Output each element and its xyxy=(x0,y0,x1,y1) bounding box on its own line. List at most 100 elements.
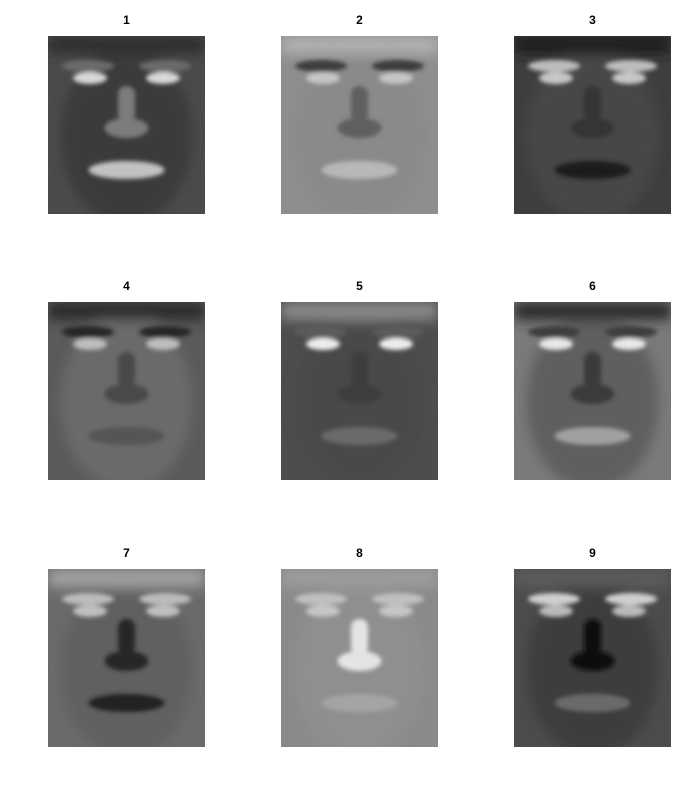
nose-bridge xyxy=(351,86,368,122)
left-eye xyxy=(306,338,340,350)
right-brow xyxy=(372,593,424,605)
panel-title-9: 9 xyxy=(589,546,596,560)
face-image-4 xyxy=(48,302,205,480)
left-brow xyxy=(528,326,580,338)
hair xyxy=(48,36,205,54)
right-brow xyxy=(139,60,191,72)
face-image-1 xyxy=(48,36,205,214)
nose-tip xyxy=(337,384,382,404)
face-image-6 xyxy=(514,302,671,480)
left-eye xyxy=(306,605,340,617)
left-brow xyxy=(528,593,580,605)
right-eye xyxy=(612,605,646,617)
left-eye xyxy=(539,605,573,617)
nose-bridge xyxy=(118,619,135,655)
mouth xyxy=(554,427,631,445)
right-eye xyxy=(612,338,646,350)
nose-tip xyxy=(337,118,382,138)
right-eye xyxy=(612,72,646,84)
left-brow xyxy=(62,60,114,72)
right-eye xyxy=(379,72,413,84)
nose-bridge xyxy=(118,86,135,122)
nose-tip xyxy=(104,384,149,404)
face-panel-6: 6 xyxy=(514,276,671,480)
face-image-8 xyxy=(281,569,438,747)
face-panel-7: 7 xyxy=(48,543,205,747)
left-eye xyxy=(73,605,107,617)
right-brow xyxy=(605,60,657,72)
face-panel-4: 4 xyxy=(48,276,205,480)
face-panel-3: 3 xyxy=(514,10,671,214)
face-image-2 xyxy=(281,36,438,214)
face-panel-2: 2 xyxy=(281,10,438,214)
face-panel-1: 1 xyxy=(48,10,205,214)
face-panel-5: 5 xyxy=(281,276,438,480)
hair xyxy=(514,302,671,320)
face-image-3 xyxy=(514,36,671,214)
mouth xyxy=(321,427,398,445)
nose-bridge xyxy=(584,86,601,122)
panel-title-2: 2 xyxy=(356,13,363,27)
nose-tip xyxy=(570,384,615,404)
face-image-5 xyxy=(281,302,438,480)
nose-tip xyxy=(570,118,615,138)
right-eye xyxy=(146,605,180,617)
mouth xyxy=(88,694,165,712)
left-eye xyxy=(73,72,107,84)
nose-bridge xyxy=(584,352,601,388)
left-eye xyxy=(73,338,107,350)
panel-title-8: 8 xyxy=(356,546,363,560)
left-brow xyxy=(295,60,347,72)
hair xyxy=(281,36,438,54)
hair xyxy=(48,569,205,587)
nose-bridge xyxy=(351,352,368,388)
left-brow xyxy=(62,326,114,338)
right-brow xyxy=(372,326,424,338)
right-brow xyxy=(605,593,657,605)
left-brow xyxy=(528,60,580,72)
right-eye xyxy=(379,605,413,617)
left-eye xyxy=(539,338,573,350)
panel-title-6: 6 xyxy=(589,279,596,293)
left-eye xyxy=(539,72,573,84)
nose-tip xyxy=(337,651,382,671)
right-brow xyxy=(139,593,191,605)
mouth xyxy=(554,694,631,712)
face-image-9 xyxy=(514,569,671,747)
right-brow xyxy=(372,60,424,72)
right-eye xyxy=(146,72,180,84)
nose-tip xyxy=(104,651,149,671)
nose-tip xyxy=(570,651,615,671)
panel-title-4: 4 xyxy=(123,279,130,293)
mouth xyxy=(554,161,631,179)
nose-bridge xyxy=(584,619,601,655)
hair xyxy=(281,302,438,320)
mouth xyxy=(321,161,398,179)
hair xyxy=(514,569,671,587)
left-brow xyxy=(295,326,347,338)
panel-title-1: 1 xyxy=(123,13,130,27)
hair xyxy=(48,302,205,320)
hair xyxy=(514,36,671,54)
face-panel-9: 9 xyxy=(514,543,671,747)
face-image-7 xyxy=(48,569,205,747)
mouth xyxy=(88,427,165,445)
mouth xyxy=(88,161,165,179)
right-brow xyxy=(605,326,657,338)
left-brow xyxy=(295,593,347,605)
face-panel-8: 8 xyxy=(281,543,438,747)
panel-title-7: 7 xyxy=(123,546,130,560)
nose-bridge xyxy=(118,352,135,388)
right-eye xyxy=(379,338,413,350)
nose-bridge xyxy=(351,619,368,655)
right-brow xyxy=(139,326,191,338)
nose-tip xyxy=(104,118,149,138)
panel-title-3: 3 xyxy=(589,13,596,27)
hair xyxy=(281,569,438,587)
left-eye xyxy=(306,72,340,84)
panel-title-5: 5 xyxy=(356,279,363,293)
mouth xyxy=(321,694,398,712)
right-eye xyxy=(146,338,180,350)
left-brow xyxy=(62,593,114,605)
